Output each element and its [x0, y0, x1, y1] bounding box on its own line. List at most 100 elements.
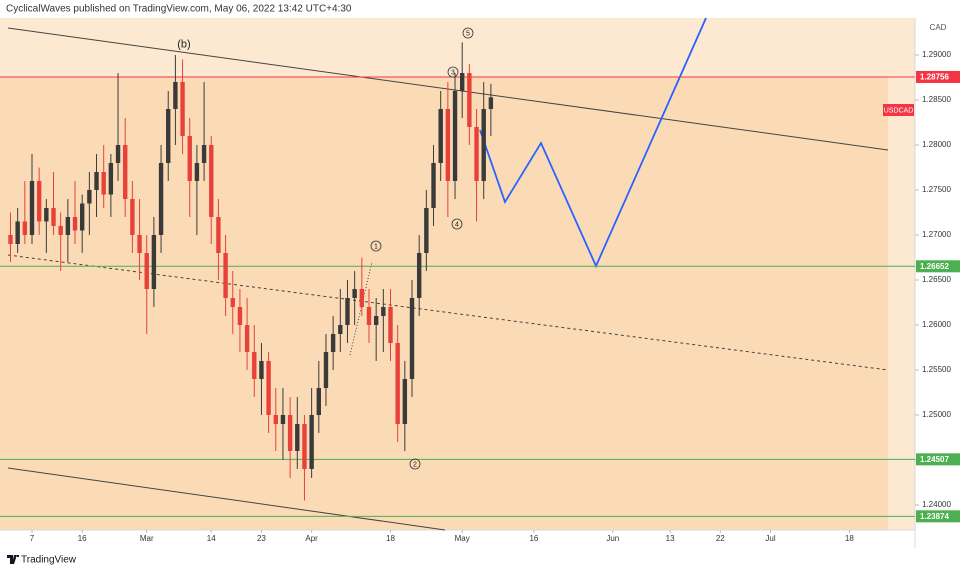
candle-body: [201, 144, 207, 163]
y-tick-label: 1.27000: [922, 230, 951, 239]
wave-circle: [462, 27, 474, 39]
candle-body: [58, 225, 63, 235]
candle-body: [144, 252, 149, 289]
projection: [479, 17, 707, 269]
candle-body: [173, 81, 178, 109]
candle-body: [323, 351, 329, 388]
x-tick-label: 22: [716, 534, 725, 543]
candle-body: [438, 108, 443, 163]
candle-body: [72, 216, 78, 231]
candle-body: [381, 306, 386, 316]
x-tick-label: May: [455, 534, 470, 543]
candle-body: [29, 180, 35, 235]
x-tick-label: Jun: [606, 534, 619, 543]
candle-body: [87, 189, 92, 204]
candle-body: [259, 360, 264, 379]
y-tick-label: 1.27500: [922, 185, 951, 194]
x-tick-label: 13: [666, 534, 675, 543]
candle-body: [151, 234, 157, 289]
x-tick-label: Mar: [140, 534, 154, 543]
wave-label: 4: [455, 221, 459, 228]
candle-body: [79, 203, 85, 231]
candle-body: [51, 207, 56, 226]
candle-body: [474, 126, 479, 181]
candle-body: [287, 414, 293, 451]
wave-label: 1: [374, 243, 378, 250]
candle-body: [94, 171, 99, 190]
level-label: 1.28756: [920, 73, 949, 82]
candle-body: [187, 135, 192, 181]
candle-body: [230, 297, 235, 307]
level-badge: [916, 510, 960, 523]
candle-body: [467, 72, 472, 127]
level-label: 1.23874: [920, 512, 949, 521]
candle-body: [101, 171, 106, 195]
x-tick-label: 18: [386, 534, 395, 543]
candle-body: [316, 387, 321, 415]
candle-body: [244, 324, 250, 352]
level-badge: [916, 70, 960, 83]
candle-body: [209, 144, 214, 217]
candle-body: [65, 216, 71, 235]
candle-body: [15, 221, 20, 244]
candle-body: [194, 162, 200, 181]
y-tick-label: 1.26500: [922, 275, 951, 284]
candle-body: [409, 297, 415, 379]
shaded-zone: [0, 77, 888, 530]
candle-body: [488, 97, 494, 109]
wave-dotted: [349, 261, 373, 356]
level-label: 1.24507: [920, 455, 949, 464]
candle-body: [22, 221, 28, 235]
candle-body: [130, 198, 135, 235]
candle-body: [36, 180, 42, 222]
candle-body: [338, 324, 343, 334]
candle-body: [359, 288, 365, 307]
y-tick-label: 1.24000: [922, 500, 951, 509]
candle-body: [366, 306, 372, 325]
candle-body: [395, 342, 400, 424]
candle-body: [416, 252, 422, 298]
candle-body: [237, 306, 243, 325]
channel-middle: [7, 254, 889, 371]
candle-body: [452, 90, 458, 181]
symbol-label: USDCAD: [884, 107, 914, 114]
y-tick-label: 1.25000: [922, 410, 951, 419]
y-tick-label: 1.25500: [922, 365, 951, 374]
y-tick-label: 1.28000: [922, 140, 951, 149]
wave-circle: [447, 66, 459, 78]
candle-body: [424, 207, 429, 253]
x-tick-label: 23: [257, 534, 266, 543]
footer-logo: TradingView: [7, 555, 77, 566]
wave-circle: [409, 458, 421, 470]
wave-label: 5: [466, 30, 470, 37]
wave-label: 3: [451, 69, 455, 76]
candle-body: [352, 288, 357, 298]
candle-body: [388, 306, 393, 343]
candle-body: [44, 207, 49, 222]
wave-circle: [370, 240, 382, 252]
candle-body: [402, 378, 408, 424]
wave-label: (b): [177, 38, 190, 50]
candle-body: [216, 216, 221, 253]
candle-body: [445, 108, 451, 181]
candle-body: [309, 414, 314, 469]
candle-body: [431, 162, 436, 208]
y-tick-label: 1.26000: [922, 320, 951, 329]
wave-label: 2: [413, 461, 417, 468]
candle-body: [115, 144, 121, 163]
candle-body: [273, 414, 278, 424]
level-badge: [916, 260, 960, 273]
candle-body: [8, 234, 13, 244]
candle-body: [180, 81, 185, 136]
candle-body: [223, 252, 228, 298]
symbol-badge: [883, 104, 914, 116]
candle-body: [280, 414, 286, 424]
x-tick-label: 14: [207, 534, 216, 543]
candle-body: [166, 108, 171, 163]
x-tick-label: Apr: [305, 534, 318, 543]
candle-body: [123, 144, 128, 199]
candle-body: [302, 423, 307, 469]
candle-body: [330, 333, 336, 352]
x-tick-label: Jul: [765, 534, 775, 543]
